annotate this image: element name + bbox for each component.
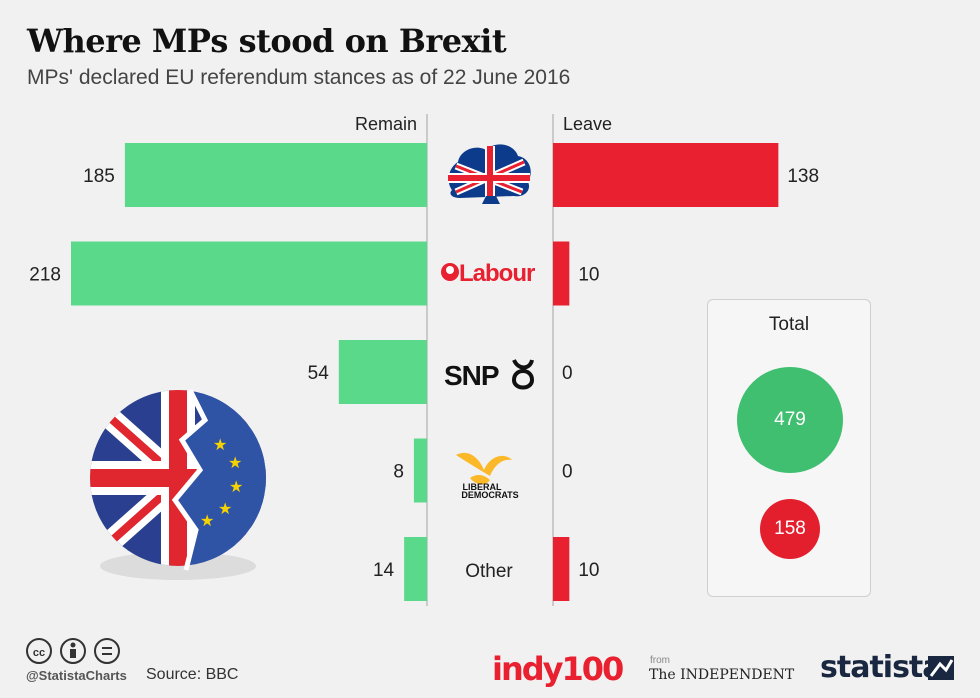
remain-value-label: 8 — [393, 462, 404, 483]
leave-value-label: 10 — [578, 265, 599, 286]
remain-value-label: 218 — [29, 265, 61, 286]
bars-group: 185 138 218 10 54 0 8 0 14 10 — [29, 143, 819, 601]
leave-bar — [553, 537, 570, 601]
remain-value-label: 185 — [83, 166, 115, 187]
leave-value-label: 138 — [787, 166, 819, 187]
leave-bar — [553, 241, 570, 306]
libdem-logo-text-2: DEMOCRATS — [461, 490, 518, 500]
libdem-logo-text-1: LIBERAL — [463, 482, 502, 492]
remain-value-label: 54 — [308, 363, 330, 384]
svg-text:★: ★ — [213, 437, 227, 454]
libdem-logo-icon: LIBERAL DEMOCRATS — [456, 452, 519, 500]
remain-bar — [338, 340, 427, 404]
total-leave-value: 158 — [774, 518, 806, 539]
remain-bar — [71, 241, 427, 306]
conservative-logo-icon — [448, 144, 531, 204]
other-label: Other — [465, 561, 513, 582]
remain-bar — [404, 537, 427, 601]
independent-logo: The INDEPENDENT — [649, 667, 795, 683]
labour-logo-icon: Labour — [441, 260, 536, 287]
leave-value-label: 0 — [562, 363, 573, 384]
remain-value-label: 14 — [373, 560, 395, 581]
snp-logo-text: SNP — [444, 360, 499, 391]
remain-bar — [413, 438, 427, 503]
total-remain-circle: 479 — [737, 367, 843, 473]
total-label: Total — [768, 314, 810, 335]
chart-subtitle: MPs' declared EU referendum stances as o… — [27, 66, 571, 89]
source-text: Source: BBC — [146, 666, 239, 683]
svg-text:★: ★ — [200, 513, 214, 530]
chart-title: Where MPs stood on Brexit — [27, 22, 507, 60]
statista-handle: @StatistaCharts — [26, 668, 127, 683]
from-text: from — [650, 655, 670, 666]
leave-value-label: 10 — [578, 560, 599, 581]
svg-text:★: ★ — [218, 501, 232, 518]
snp-logo-icon: SNP — [444, 359, 535, 391]
total-box: Total 479 158 — [707, 299, 871, 597]
svg-text:cc: cc — [33, 647, 45, 659]
svg-text:★: ★ — [229, 479, 243, 496]
statista-logo: statista — [820, 650, 943, 685]
indy100-logo: indy100 — [492, 650, 624, 688]
total-remain-value: 479 — [774, 409, 806, 430]
creative-commons-icon: cc — [26, 638, 120, 664]
svg-text:★: ★ — [228, 455, 242, 472]
total-leave-circle: 158 — [760, 499, 820, 559]
statista-logo-icon — [928, 656, 954, 680]
leave-value-label: 0 — [562, 462, 573, 483]
labour-logo-text: Labour — [459, 260, 535, 287]
remain-header: Remain — [355, 114, 417, 134]
remain-bar — [124, 143, 428, 207]
brexit-ball-icon: ★ ★ ★ ★ ★ — [90, 388, 266, 580]
leave-bar — [553, 143, 779, 207]
leave-header: Leave — [563, 114, 612, 134]
